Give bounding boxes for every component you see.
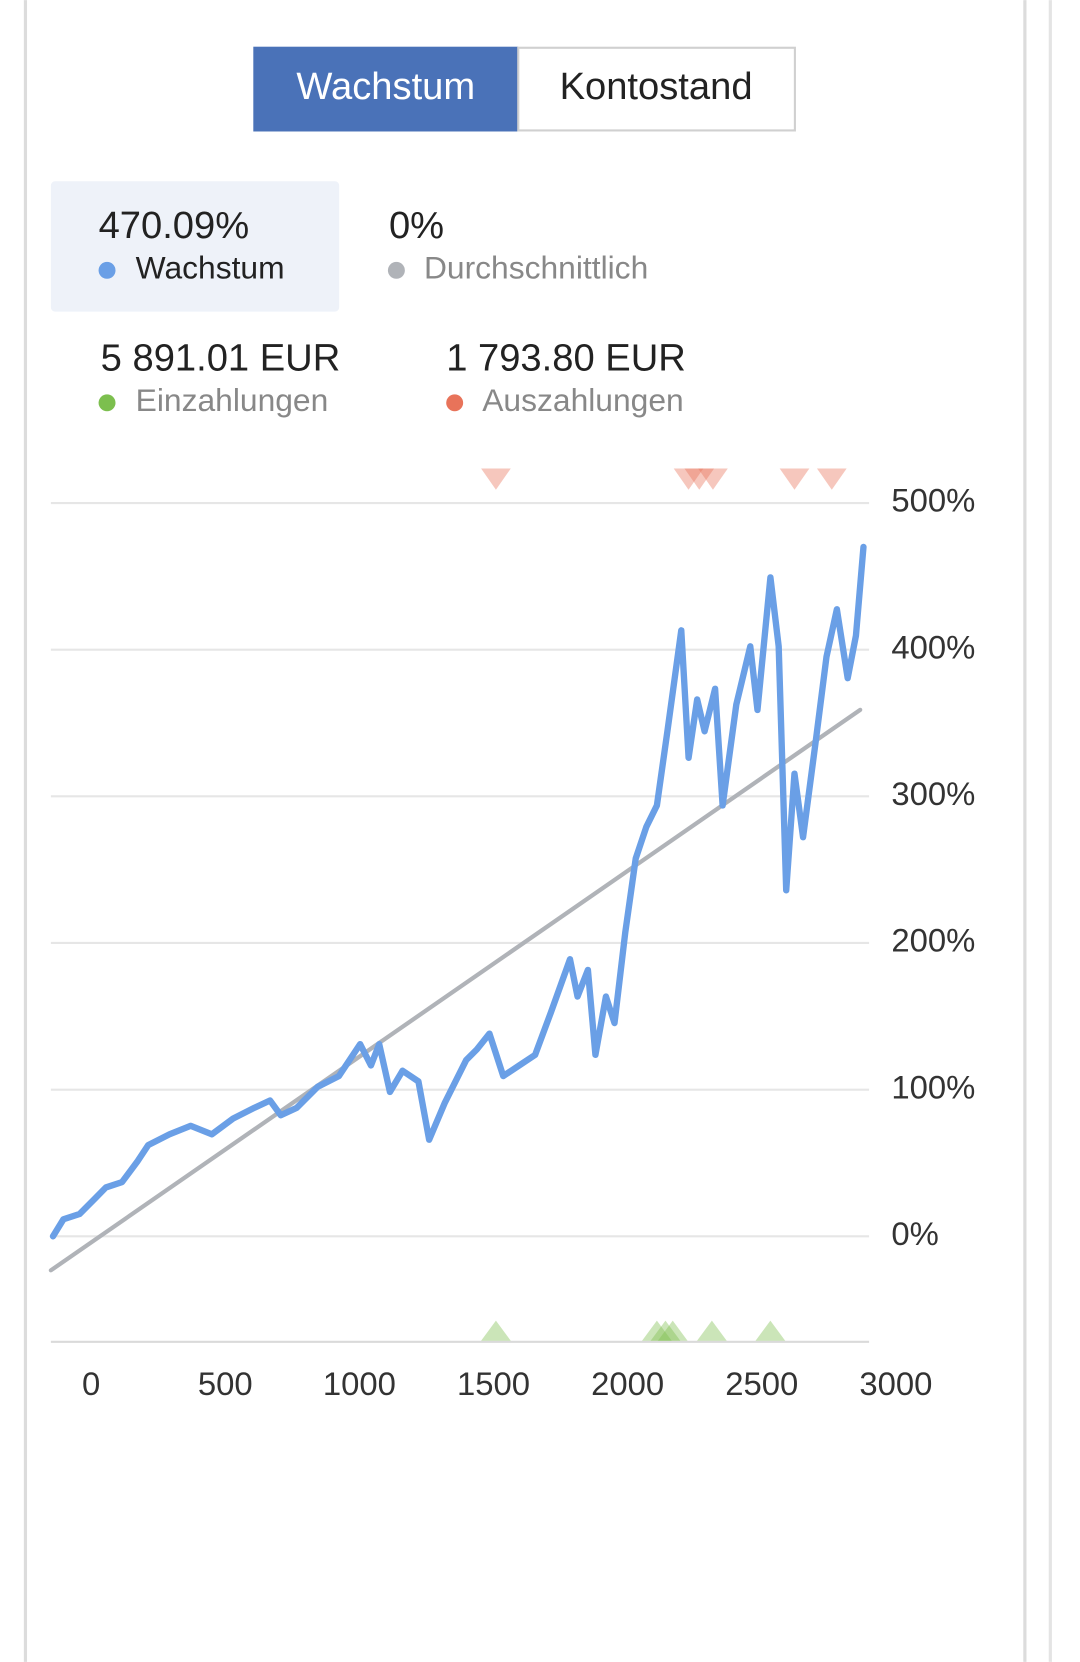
stat-value: 5 891.01 EUR — [101, 336, 341, 379]
x-tick-label: 3000 — [859, 1365, 932, 1402]
deposit-marker — [481, 1320, 511, 1341]
tab-label[interactable]: Kontostand — [560, 65, 753, 108]
y-tick-label: 300% — [891, 775, 975, 812]
y-tick-label: 400% — [891, 628, 975, 665]
tab-label[interactable]: Wachstum — [296, 65, 475, 108]
legend-label: Wachstum — [136, 250, 285, 286]
deposit-marker — [657, 1320, 688, 1341]
line-series — [49, 543, 867, 1240]
y-tick-label: 500% — [891, 482, 975, 519]
y-tick-label: 200% — [891, 922, 975, 959]
legend-dot — [98, 394, 116, 412]
x-tick-label: 500 — [198, 1365, 253, 1402]
y-tick-label: 100% — [891, 1068, 975, 1105]
withdrawal-marker — [673, 468, 704, 490]
x-tick-label: 1000 — [323, 1365, 396, 1402]
withdrawal-marker — [816, 468, 847, 490]
tab-active[interactable] — [253, 46, 519, 132]
stat-value: 0% — [389, 204, 444, 247]
withdrawal-marker — [684, 468, 715, 490]
y-tick-label: 0% — [891, 1215, 938, 1252]
x-tick-label: 1500 — [457, 1365, 530, 1402]
x-tick-label: 0 — [82, 1365, 100, 1402]
legend-dot — [446, 394, 464, 412]
legend-label: Einzahlungen — [136, 382, 329, 418]
stat-selected[interactable] — [50, 181, 340, 312]
deposit-marker — [697, 1320, 727, 1341]
legend-label: Auszahlungen — [482, 382, 683, 418]
stat-value: 1 793.80 EUR — [446, 336, 686, 379]
tab[interactable] — [517, 46, 796, 132]
plot: 0% 100% 200% 300% 400% 500% 0 500 1000 1500 2000 25… — [48, 468, 975, 1402]
legend-dot — [387, 261, 405, 279]
legend-label: Durchschnittlich — [424, 250, 648, 286]
deposit-marker — [755, 1320, 786, 1341]
withdrawal-marker — [698, 468, 728, 490]
deposit-marker — [642, 1320, 672, 1341]
x-tick-label: 2500 — [725, 1365, 798, 1402]
legend-dot — [98, 261, 116, 279]
withdrawal-marker — [481, 468, 511, 490]
x-tick-label: 2000 — [591, 1365, 664, 1402]
withdrawal-marker — [779, 468, 810, 490]
stat-value: 470.09% — [99, 204, 250, 247]
deposit-marker — [650, 1320, 681, 1341]
line-series — [48, 707, 863, 1273]
